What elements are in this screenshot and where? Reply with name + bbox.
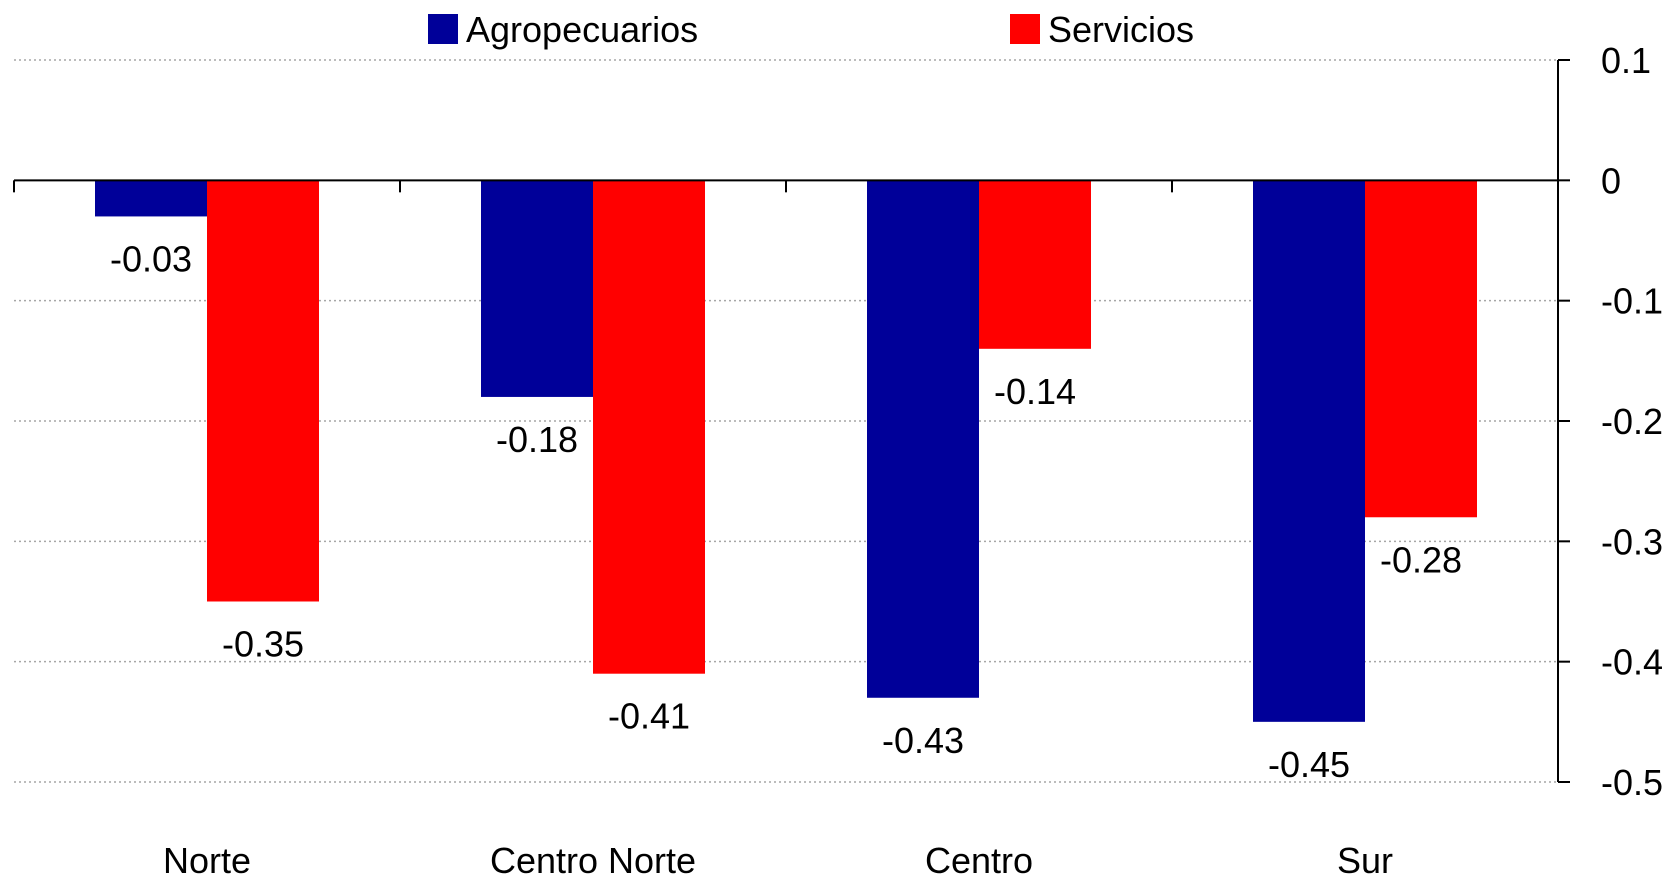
bar-agropecuarios-0 bbox=[95, 180, 207, 217]
y-tick-label-4: -0.3 bbox=[1601, 521, 1663, 562]
bar-agropecuarios-3 bbox=[1253, 180, 1365, 722]
legend-swatch-servicios bbox=[1010, 14, 1040, 44]
bar-agropecuarios-2 bbox=[867, 180, 979, 698]
legend-label-agropecuarios: Agropecuarios bbox=[466, 9, 698, 50]
data-label-agropecuarios-2: -0.43 bbox=[882, 720, 964, 761]
category-labels: Norte Centro Norte Centro Sur bbox=[163, 840, 1393, 876]
legend: Agropecuarios Servicios bbox=[428, 9, 1194, 50]
y-tick-labels: 0.1 0 -0.1 -0.2 -0.3 -0.4 -0.5 bbox=[1601, 40, 1663, 803]
category-label-0: Norte bbox=[163, 840, 251, 876]
data-label-servicios-2: -0.14 bbox=[994, 371, 1076, 412]
y-tick-label-6: -0.5 bbox=[1601, 762, 1663, 803]
y-tick-label-5: -0.4 bbox=[1601, 642, 1663, 683]
category-label-1: Centro Norte bbox=[490, 840, 696, 876]
category-label-3: Sur bbox=[1337, 840, 1393, 876]
bars bbox=[95, 180, 1477, 722]
data-labels: -0.03 -0.18 -0.43 -0.45 -0.35 -0.41 -0.14 -0.28 bbox=[110, 238, 1462, 784]
data-label-agropecuarios-3: -0.45 bbox=[1268, 744, 1350, 785]
bar-servicios-3 bbox=[1365, 180, 1477, 518]
bar-servicios-0 bbox=[207, 180, 319, 602]
data-label-agropecuarios-1: -0.18 bbox=[496, 419, 578, 460]
data-label-servicios-3: -0.28 bbox=[1380, 539, 1462, 580]
axes bbox=[13, 59, 1570, 783]
bar-servicios-1 bbox=[593, 180, 705, 674]
legend-label-servicios: Servicios bbox=[1048, 9, 1194, 50]
data-label-servicios-1: -0.41 bbox=[608, 696, 690, 737]
y-tick-label-3: -0.2 bbox=[1601, 401, 1663, 442]
y-tick-label-0: 0.1 bbox=[1601, 40, 1651, 81]
data-label-servicios-0: -0.35 bbox=[222, 624, 304, 665]
legend-swatch-agropecuarios bbox=[428, 14, 458, 44]
bar-agropecuarios-1 bbox=[481, 180, 593, 397]
category-label-2: Centro bbox=[925, 840, 1033, 876]
y-tick-label-1: 0 bbox=[1601, 160, 1621, 201]
data-label-agropecuarios-0: -0.03 bbox=[110, 238, 192, 279]
bar-servicios-2 bbox=[979, 180, 1091, 349]
y-tick-label-2: -0.1 bbox=[1601, 281, 1663, 322]
